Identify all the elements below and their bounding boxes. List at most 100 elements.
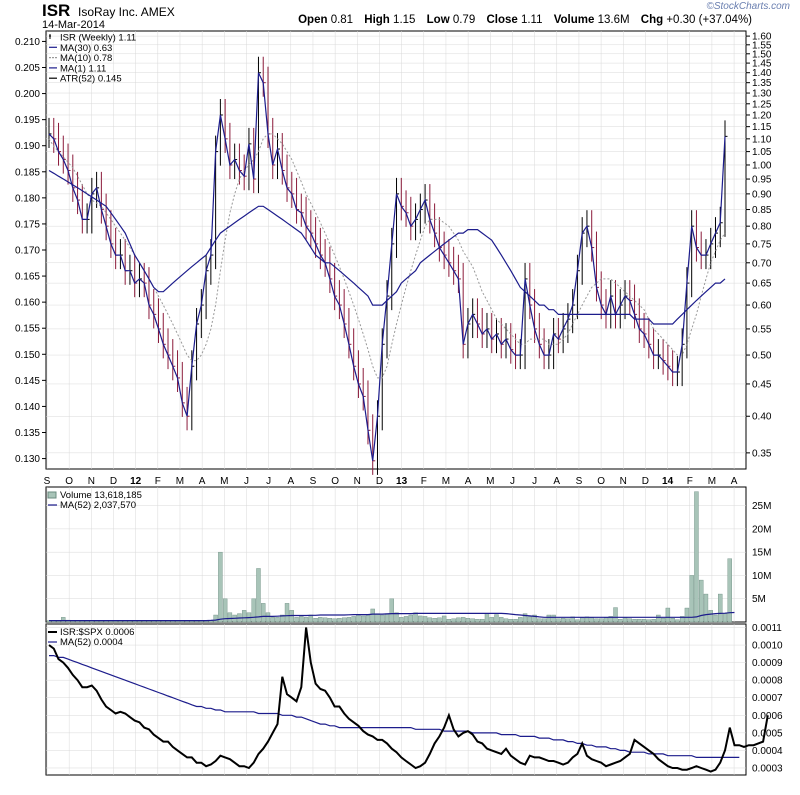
volume-bar (646, 619, 652, 623)
volume-bar (84, 620, 90, 623)
price-tick-label: 0.65 (752, 279, 772, 290)
volume-bar (708, 610, 713, 623)
volume-bar (261, 603, 266, 623)
volume-bar (618, 619, 623, 623)
ratio-tick-label: 0.0005 (752, 728, 783, 739)
volume-bar (694, 491, 699, 623)
volume-bar (684, 607, 690, 623)
volume-bar (522, 613, 528, 623)
volume-bar (194, 620, 199, 623)
volume-bar (675, 619, 680, 623)
volume-label: Volume (553, 14, 595, 26)
ratio-panel-frame (45, 623, 747, 776)
ticker-symbol: ISR (42, 1, 71, 20)
volume-bar (394, 612, 399, 623)
quote-stats: Open 0.81 High 1.15 Low 0.79 Close 1.11 … (298, 14, 752, 26)
atr-tick-label: 0.145 (15, 376, 40, 387)
price-tick-label: 0.60 (752, 301, 772, 312)
volume-bar (698, 579, 704, 623)
month-tick-label: M (220, 476, 228, 487)
volume-tick-label: 20M (752, 524, 771, 535)
volume-bar (203, 620, 209, 623)
volume-bar (422, 616, 428, 623)
volume-bar (113, 620, 118, 623)
price-tick-label: 0.80 (752, 222, 772, 233)
volume-bar (356, 614, 361, 623)
volume-bar (537, 618, 542, 623)
price-tick-label: 0.85 (752, 205, 772, 216)
month-tick-label: A (731, 476, 738, 487)
month-tick-label: M (176, 476, 184, 487)
volume-bar (322, 617, 328, 623)
volume-bar (280, 614, 285, 623)
volume-bar (513, 619, 518, 623)
volume-bar (180, 620, 185, 623)
volume-bar (541, 618, 547, 623)
month-tick-label: A (199, 476, 206, 487)
volume-legend-swatch (47, 491, 57, 499)
chart-date: 14-Mar-2014 (42, 19, 105, 31)
volume-bar (365, 614, 371, 623)
volume-bar (294, 617, 299, 623)
volume-bar (418, 615, 423, 623)
atr-tick-label: 0.140 (15, 402, 40, 413)
price-tick-label: 1.25 (752, 99, 772, 110)
price-tick-label: 1.20 (752, 110, 772, 121)
month-tick-label: J (244, 476, 249, 487)
volume-bar (199, 620, 204, 623)
volume-bar (165, 620, 171, 623)
volume-bar (227, 612, 233, 623)
month-tick-label: A (465, 476, 472, 487)
price-tick-label: 0.45 (752, 379, 772, 390)
month-tick-label: A (553, 476, 560, 487)
volume-bar (608, 616, 613, 623)
price-tick-label: 0.90 (752, 189, 772, 200)
volume-bar (427, 617, 433, 623)
month-tick-label: M (708, 476, 716, 487)
month-tick-label: J (532, 476, 537, 487)
price-legend-entry: MA(10) 0.78 (60, 53, 112, 64)
volume-bar (318, 617, 323, 623)
price-legend-entry: ISR (Weekly) 1.11 (60, 33, 136, 44)
volume-bar (632, 619, 637, 623)
month-tick-label: N (620, 476, 627, 487)
volume-bar (727, 558, 732, 623)
price-legend-entry: ATR(52) 0.145 (60, 74, 122, 85)
volume-bar (451, 618, 456, 623)
close-label: Close (486, 14, 518, 26)
price-tick-label: 1.50 (752, 49, 772, 60)
atr-tick-label: 0.170 (15, 246, 40, 257)
volume-bar (299, 616, 304, 623)
volume-tick-label: 5M (752, 594, 766, 605)
month-tick-label: F (155, 476, 161, 487)
volume-bar (480, 619, 485, 623)
change-label: Chg (640, 14, 664, 26)
volume-bar (161, 620, 166, 623)
price-tick-label: 1.30 (752, 89, 772, 100)
volume-bar (437, 617, 442, 623)
volume-bar (527, 616, 533, 623)
atr-tick-label: 0.185 (15, 167, 40, 178)
volume-bar (532, 614, 537, 623)
volume-legend-entry: Volume 13,618,185 (60, 490, 142, 501)
ratio-tick-label: 0.0011 (752, 623, 782, 634)
volume-bar (441, 615, 447, 623)
volume-bar (589, 617, 594, 623)
month-tick-label: O (65, 476, 73, 487)
ratio-legend-entry: ISR:$SPX 0.0006 (60, 627, 134, 638)
low-value: 0.79 (452, 14, 476, 26)
volume-bar (556, 618, 561, 623)
price-legend-entry: MA(30) 0.63 (60, 43, 112, 54)
atr-tick-label: 0.190 (15, 141, 40, 152)
ratio-tick-label: 0.0007 (752, 693, 783, 704)
volume-tick-label: 10M (752, 571, 771, 582)
high-label: High (364, 14, 390, 26)
volume-bar (222, 598, 228, 623)
month-tick-label: D (376, 476, 383, 487)
volume-bar (594, 618, 599, 623)
volume-bar (389, 598, 394, 623)
stockcharts-logo: ©StockCharts.com (706, 1, 790, 12)
volume-bar (213, 614, 218, 623)
volume-bar (656, 614, 661, 623)
